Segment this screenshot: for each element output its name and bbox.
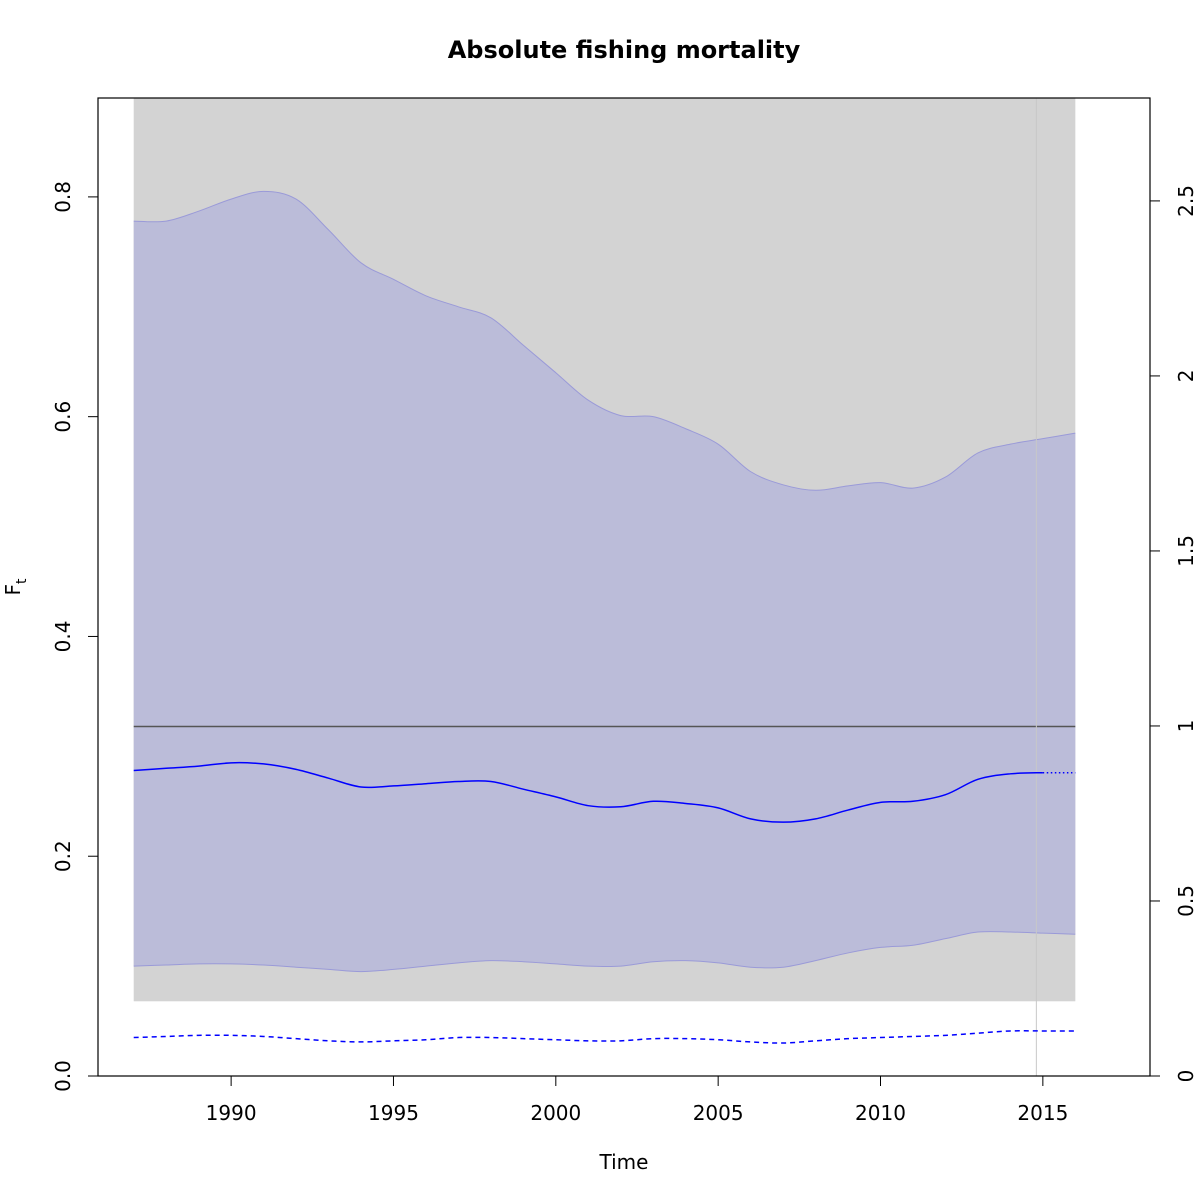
series-line-2 bbox=[133, 1030, 1076, 1044]
x-tick-label-2: 2000 bbox=[530, 1101, 581, 1125]
confidence-band bbox=[133, 191, 1076, 972]
chart-title: Absolute fishing mortality bbox=[448, 36, 801, 64]
y-axis-label: Ft bbox=[1, 578, 30, 596]
y-tick-label-3: 0.6 bbox=[51, 401, 75, 433]
y-tick-label-1: 0.2 bbox=[51, 840, 75, 872]
x-tick-label-0: 1990 bbox=[206, 1101, 257, 1125]
axes: 1990 1995 2000 2005 2010 2015 0.0 0.2 0.4 0.6 0.8 0… bbox=[51, 181, 1198, 1125]
x-tick-label-5: 2015 bbox=[1017, 1101, 1068, 1125]
y-axis-label-main: F bbox=[1, 584, 25, 596]
y-right-tick-label-4: 2 bbox=[1174, 370, 1198, 383]
y-right-tick-label-3: 1.5 bbox=[1174, 535, 1198, 567]
y-right-tick-label-2: 1 bbox=[1174, 720, 1198, 733]
y-right-tick-label-5: 2.5 bbox=[1174, 185, 1198, 217]
confidence-band-upper-edge bbox=[133, 190, 1076, 491]
plot-area bbox=[133, 98, 1076, 1076]
confidence-band-lower-edge bbox=[133, 931, 1076, 973]
y-right-tick-label-0: 0 bbox=[1174, 1070, 1198, 1083]
y-tick-label-0: 0.0 bbox=[51, 1060, 75, 1092]
x-axis-label: Time bbox=[599, 1150, 649, 1174]
y-tick-label-2: 0.4 bbox=[51, 621, 75, 653]
y-tick-label-4: 0.8 bbox=[51, 181, 75, 213]
x-tick-label-4: 2010 bbox=[855, 1101, 906, 1125]
x-tick-label-1: 1995 bbox=[368, 1101, 419, 1125]
y-axis-label-subscript: t bbox=[14, 578, 30, 584]
series-line-0 bbox=[133, 761, 1043, 823]
y-right-tick-label-1: 0.5 bbox=[1174, 885, 1198, 917]
x-tick-label-3: 2005 bbox=[693, 1101, 744, 1125]
